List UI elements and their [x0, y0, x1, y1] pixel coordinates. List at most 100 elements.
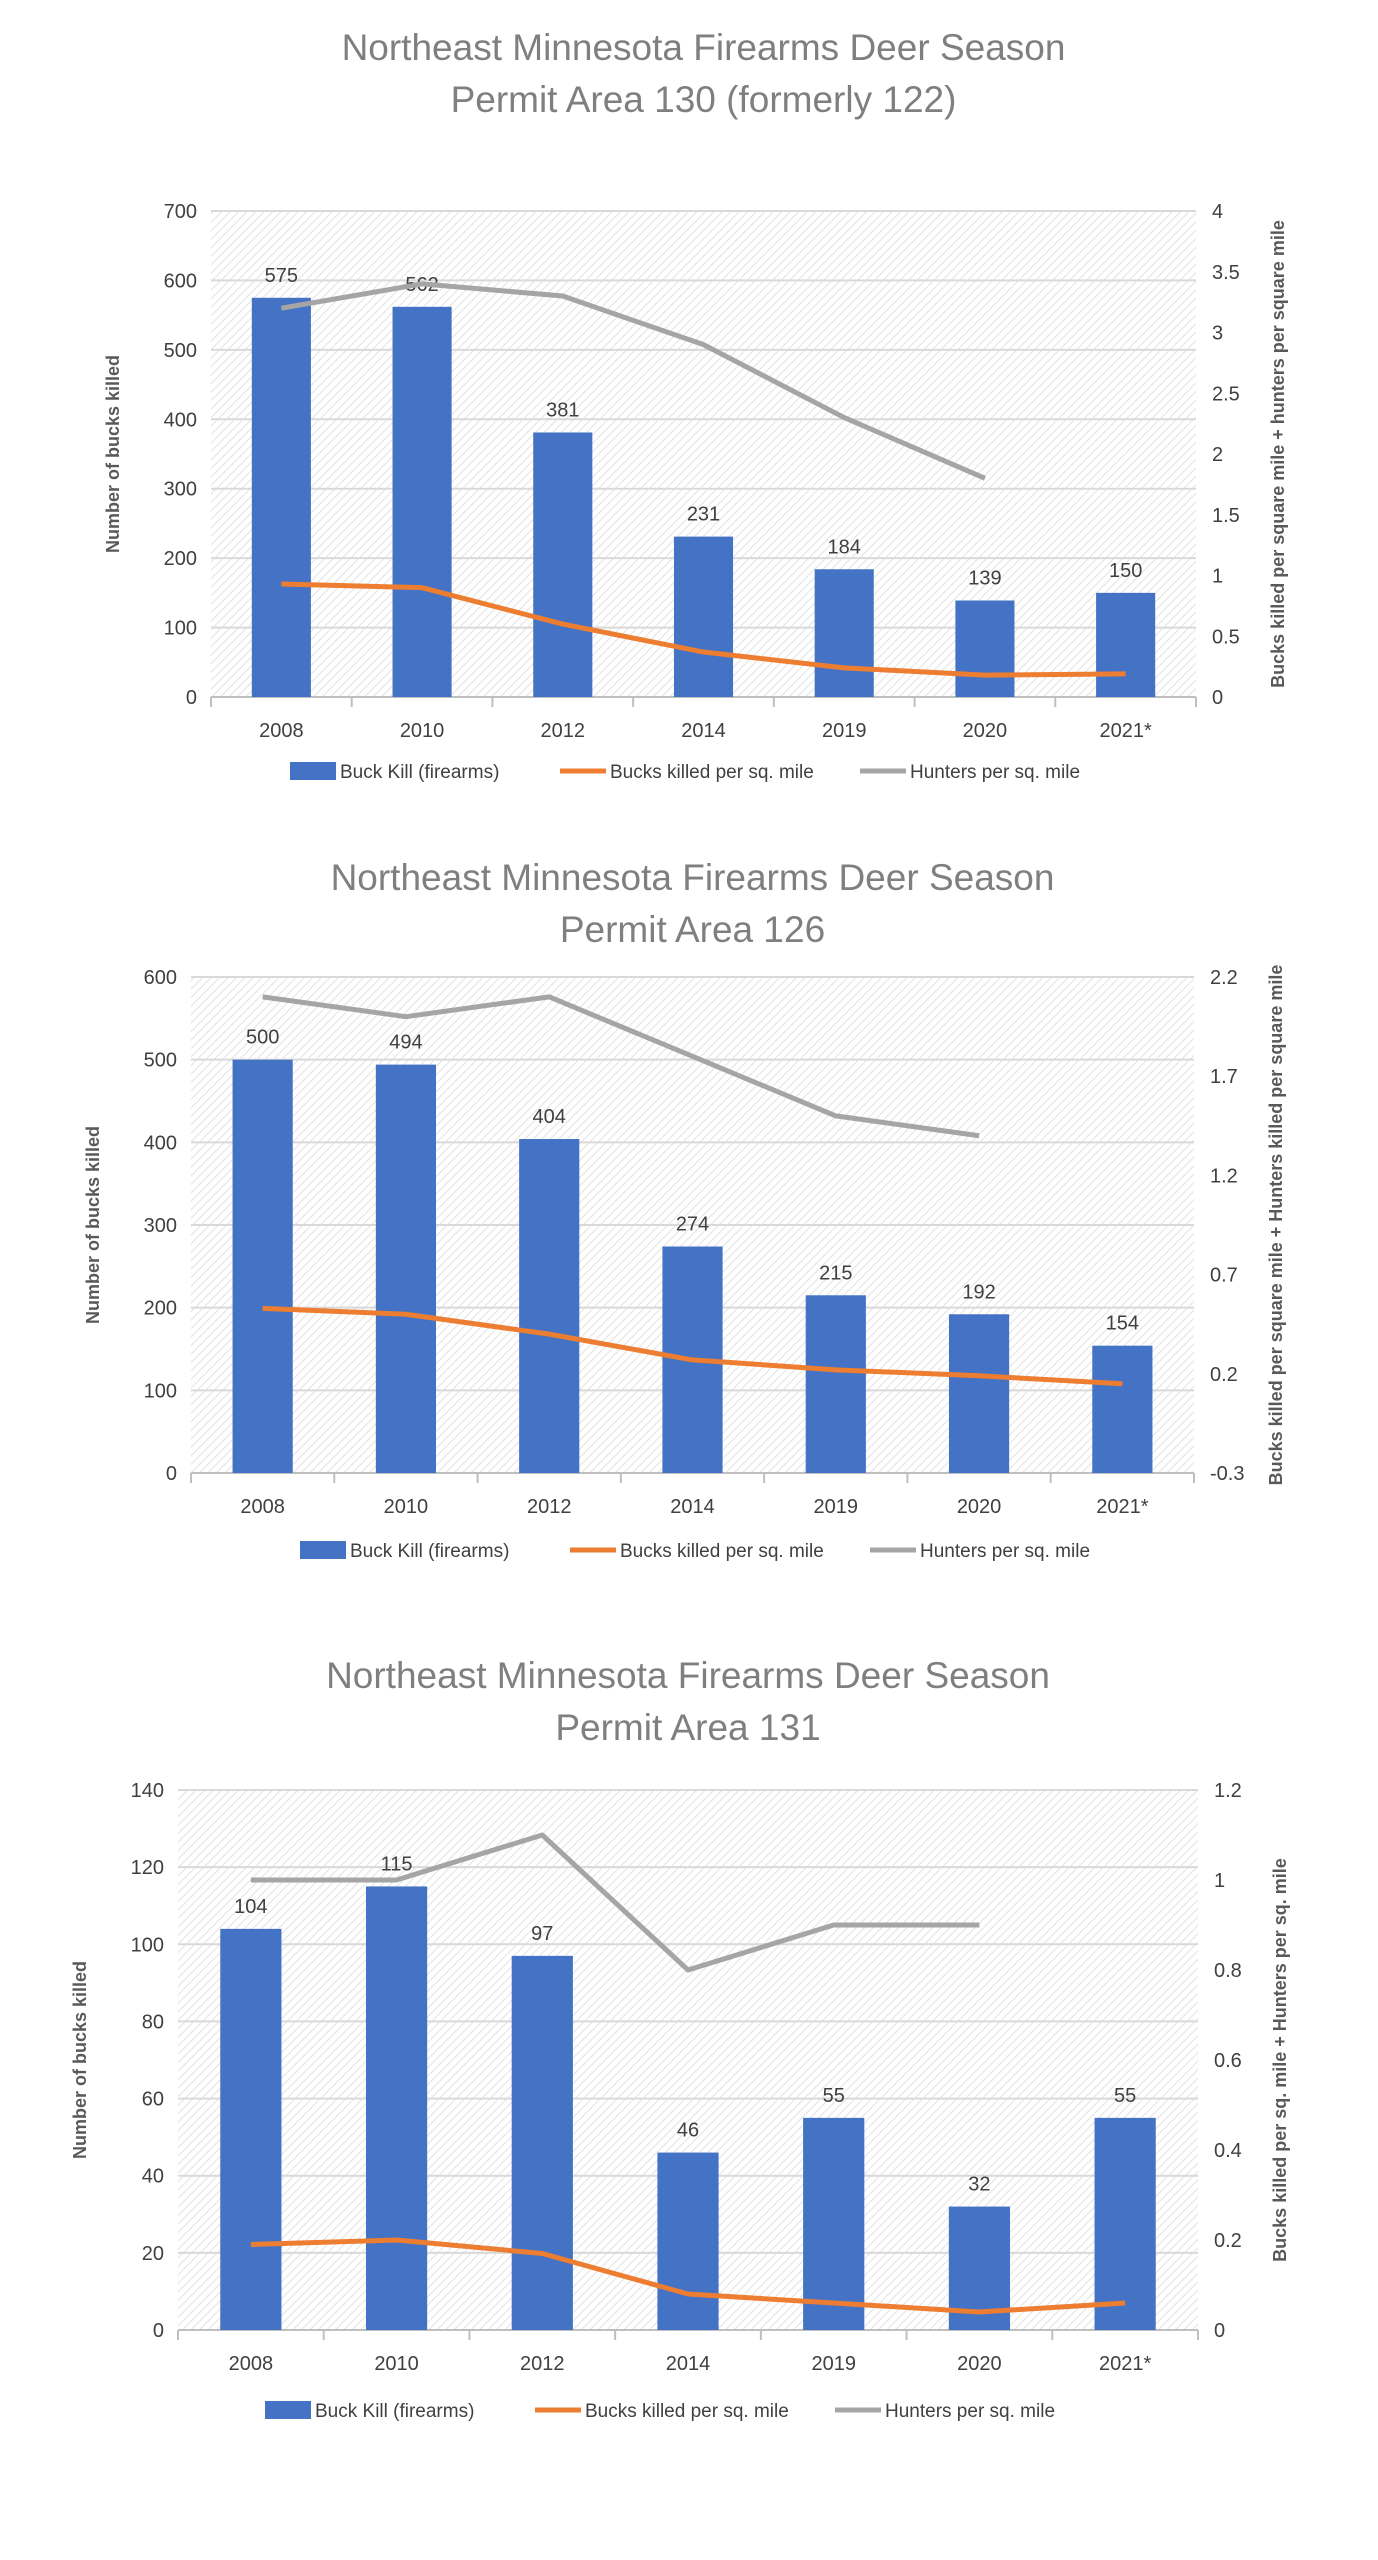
y-tick-label: 0: [186, 687, 197, 709]
y-tick-label: 300: [164, 479, 197, 501]
chart-title-line2: Permit Area 126: [560, 909, 825, 950]
chart-title-line1: Northeast Minnesota Firearms Deer Season: [342, 27, 1066, 68]
y2-tick-label: 1: [1214, 1870, 1225, 1892]
bar: [673, 536, 734, 697]
y2-tick-label: 0.6: [1214, 2050, 1242, 2072]
legend-swatch-bar: [300, 1541, 346, 1559]
x-tick-label: 2020: [957, 1496, 1002, 1518]
y-tick-label: 80: [142, 2011, 164, 2033]
x-tick-label: 2014: [681, 720, 726, 742]
bar: [533, 432, 593, 697]
y-tick-label: 0: [166, 1463, 177, 1485]
y2-axis-title: Bucks killed per square mile + Hunters k…: [1266, 965, 1286, 1486]
bar-data-label: 274: [676, 1213, 709, 1235]
x-tick-label: 2014: [666, 2353, 711, 2375]
x-tick-label: 2021*: [1100, 720, 1152, 742]
bar: [1092, 1345, 1153, 1473]
legend: Buck Kill (firearms) Bucks killed per sq.…: [265, 2401, 1055, 2422]
x-tick-label: 2008: [229, 2353, 274, 2375]
legend-label: Buck Kill (firearms): [340, 762, 499, 783]
y2-axis-title: Bucks killed per square mile + hunters p…: [1268, 220, 1288, 688]
hunters-per-sqmi-line: [280, 281, 986, 481]
bar: [365, 1886, 428, 2330]
hunters-per-sqmi-line: [250, 1832, 980, 1973]
y-tick-label: 60: [142, 2089, 164, 2111]
bar-data-label: 404: [533, 1106, 566, 1128]
x-tick-label: 2008: [240, 1496, 285, 1518]
y2-tick-label: 1.7: [1210, 1066, 1238, 1088]
x-tick-label: 2012: [527, 1496, 572, 1518]
bar-data-label: 32: [968, 2174, 990, 2196]
bar: [814, 569, 874, 697]
y-tick-label: 100: [131, 1934, 164, 1956]
legend-label: Buck Kill (firearms): [350, 1541, 509, 1562]
bar: [803, 2117, 865, 2330]
bar-data-label: 104: [234, 1896, 267, 1918]
y2-tick-label: 2.2: [1210, 967, 1238, 989]
y-tick-label: 100: [164, 618, 197, 640]
bar-data-label: 381: [546, 399, 579, 421]
legend-label: Bucks killed per sq. mile: [585, 2401, 789, 2422]
y-axis-title: Number of bucks killed: [70, 1961, 90, 2159]
y2-tick-label: 1.5: [1212, 505, 1240, 527]
y2-tick-label: 1.2: [1214, 1780, 1242, 1802]
y-tick-label: 200: [164, 548, 197, 570]
y-tick-label: 600: [164, 270, 197, 292]
y-tick-label: 200: [144, 1298, 177, 1320]
bar: [375, 1064, 437, 1473]
x-tick-label: 2008: [259, 720, 304, 742]
x-tick-label: 2012: [541, 720, 586, 742]
y-tick-label: 400: [144, 1132, 177, 1154]
chart-title-line2: Permit Area 130 (formerly 122): [451, 79, 957, 120]
y2-tick-label: 1: [1212, 566, 1223, 588]
legend-label: Bucks killed per sq. mile: [620, 1541, 824, 1562]
y-tick-label: 40: [142, 2166, 164, 2188]
legend: Buck Kill (firearms) Bucks killed per sq.…: [300, 1541, 1090, 1562]
bar-data-label: 494: [389, 1032, 422, 1054]
y-tick-label: 140: [131, 1780, 164, 1802]
bar-data-label: 139: [968, 567, 1001, 589]
bar-data-label: 115: [381, 1853, 413, 1875]
x-tick-label: 2019: [822, 720, 867, 742]
y-tick-label: 600: [144, 967, 177, 989]
bar: [657, 2152, 719, 2330]
x-tick-label: 2020: [963, 720, 1008, 742]
legend-swatch-bar: [290, 762, 336, 780]
y2-axis-title: Bucks killed per sq. mile + Hunters per …: [1270, 1858, 1290, 2262]
bar: [511, 1955, 573, 2330]
y-tick-label: 20: [142, 2243, 164, 2265]
bar: [805, 1295, 866, 1473]
bar: [1096, 592, 1156, 697]
x-tick-label: 2021*: [1096, 1496, 1148, 1518]
x-tick-label: 2010: [374, 2353, 419, 2375]
y2-tick-label: 0: [1212, 687, 1223, 709]
y2-tick-label: 3: [1212, 323, 1223, 345]
legend-swatch-bar: [265, 2401, 311, 2419]
chart-title-line1: Northeast Minnesota Firearms Deer Season: [326, 1655, 1050, 1696]
y2-tick-label: 4: [1212, 201, 1223, 223]
x-tick-label: 2021*: [1099, 2353, 1151, 2375]
bar: [948, 1314, 1010, 1473]
y-axis-title: Number of bucks killed: [103, 355, 123, 553]
x-tick-label: 2014: [670, 1496, 715, 1518]
bar-data-label: 500: [246, 1027, 279, 1049]
bar: [519, 1139, 580, 1473]
bar-data-label: 231: [687, 504, 720, 526]
bar-data-label: 55: [1114, 2085, 1136, 2107]
x-tick-label: 2020: [957, 2353, 1002, 2375]
bar: [955, 600, 1015, 697]
y2-tick-label: 0.7: [1210, 1265, 1238, 1287]
y-tick-label: 400: [164, 409, 197, 431]
legend-label: Hunters per sq. mile: [885, 2401, 1055, 2422]
y2-tick-label: 2.5: [1212, 383, 1240, 405]
bar-data-label: 154: [1106, 1313, 1139, 1335]
y-tick-label: 500: [164, 340, 197, 362]
legend-label: Hunters per sq. mile: [920, 1541, 1090, 1562]
bar: [232, 1059, 293, 1473]
y-tick-label: 0: [153, 2320, 164, 2342]
bar-data-label: 150: [1109, 560, 1142, 582]
x-tick-label: 2019: [814, 1496, 859, 1518]
y-tick-label: 120: [131, 1857, 164, 1879]
bar-data-label: 575: [265, 265, 298, 287]
